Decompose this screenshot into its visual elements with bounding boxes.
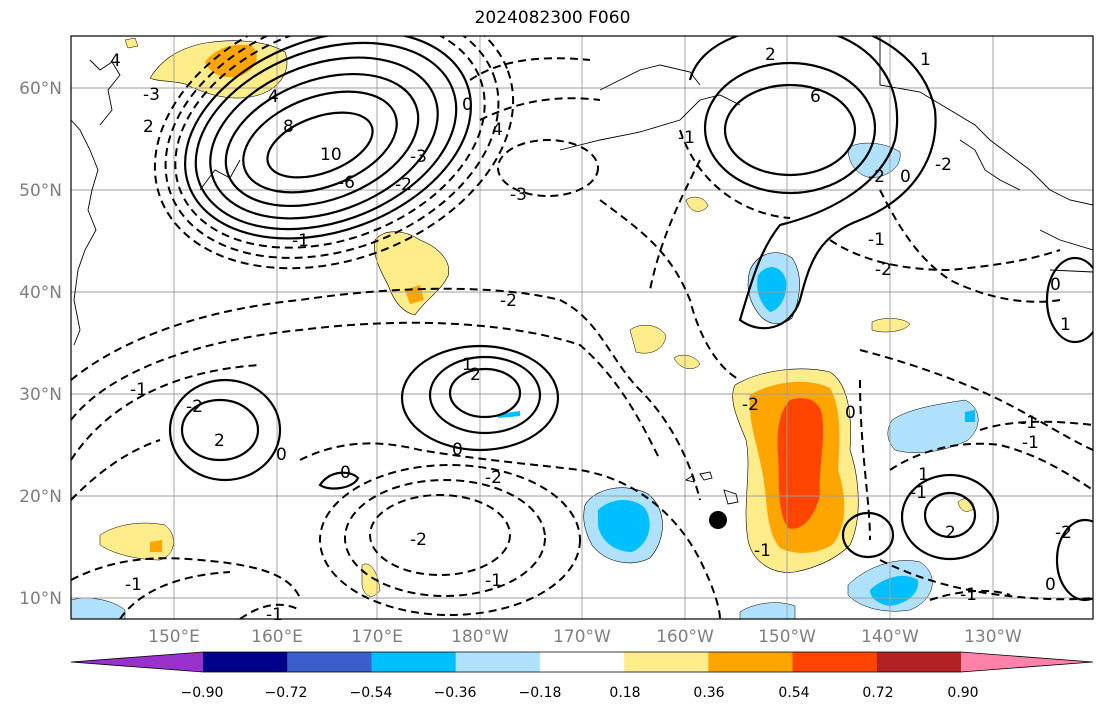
contour-label: -1 [754,541,771,561]
colorbar-segment [203,652,288,672]
contour-label: 4 [492,120,503,140]
colorbar-segment [371,652,457,672]
colorbar-tick-label: −0.54 [350,685,393,701]
lon-label: 160°W [656,627,714,647]
plot-frame [70,35,1094,620]
lon-label: 130°W [964,627,1022,647]
contour-label: 4 [268,87,279,107]
contour-label: -1 [868,230,885,250]
colorbar-tick-label: 0.72 [862,685,893,701]
latitude-labels: 10°N 20°N 30°N 40°N 50°N 60°N [19,79,62,609]
contour-label: 0 [452,440,463,460]
colorbar-outline [70,651,1094,673]
contour-label: 0 [1050,275,1061,295]
contour-label: -2 [395,175,412,195]
lat-label: 10°N [19,589,62,609]
contour-label: -2 [1055,523,1072,543]
contour-label: 0 [462,95,473,115]
contour-label: -1 [678,128,695,148]
contour-label: 0 [340,463,351,483]
contour-label: -3 [410,147,427,167]
graticule [71,36,1093,619]
contour-label: -6 [338,173,355,193]
colorbar-tick-labels: −0.90 −0.72 −0.54 −0.36 −0.18 0.18 0.36 … [181,685,979,701]
colorbar-segment [708,652,794,672]
contour-label: 1 [918,465,929,485]
lon-label: 160°E [251,627,303,647]
contour-label: -1 [1020,413,1037,433]
lon-label: 150°E [148,627,200,647]
colorbar-segment [792,652,878,672]
contour-label: 2 [945,523,956,543]
contour-label: -1 [1022,433,1039,453]
lat-label: 40°N [19,283,62,303]
colorbar-segment [876,652,962,672]
lon-label: 170°W [553,627,611,647]
colorbar-segment [539,652,625,672]
colorbar-tick-label: −0.36 [434,685,477,701]
contour-label: 2 [765,45,776,65]
contour-label: -1 [910,483,927,503]
contour-label: -2 [742,395,759,415]
contour-label: 10 [320,145,342,165]
longitude-labels: 150°E 160°E 170°E 180°W 170°W 160°W 150°… [148,627,1022,647]
contour-lines [71,36,1093,619]
colorbar-segment [287,652,372,672]
colorbar-tick-label: −0.18 [519,685,562,701]
colorbar-segment [455,652,541,672]
contour-label: -1 [266,605,283,625]
colorbar-tick-label: 0.54 [778,685,809,701]
contour-label: 4 [110,51,121,71]
colorbar-tick-label: 0.18 [609,685,640,701]
lon-label: 150°W [758,627,816,647]
contour-label: 0 [900,167,911,187]
storm-center-marker [709,511,727,529]
colorbar-segment [961,652,1093,672]
lat-label: 50°N [19,181,62,201]
contour-label: -1 [485,571,502,591]
contour-label: -1 [130,380,147,400]
contour-label: -3 [143,85,160,105]
contour-label-layer: 4 -3 2 8 10 -6 4 -3 -2 0 -1 -1 2 -2 0 -1… [110,45,1072,625]
lat-label: 20°N [19,487,62,507]
contour-label: -1 [292,231,309,251]
contour-label: 2 [143,117,154,137]
contour-label: -2 [485,468,502,488]
colorbar-tick-label: −0.90 [181,685,224,701]
contour-label: 0 [276,445,287,465]
colorbar-tick-label: −0.72 [265,685,308,701]
lat-label: 30°N [19,385,62,405]
contour-label: -2 [875,260,892,280]
contour-label: 2 [214,431,225,451]
lon-label: 180°W [451,627,509,647]
contour-label: 0 [845,403,856,423]
contour-label: -2 [868,167,885,187]
contour-label: -2 [935,155,952,175]
lon-label: 140°W [861,627,919,647]
colorbar-tick-label: 0.90 [947,685,978,701]
colorbar [70,651,1094,673]
shading-layer [71,37,979,619]
lon-label: 170°E [351,627,403,647]
contour-label: 1 [920,50,931,70]
colorbar-segment [71,652,203,672]
contour-label: -2 [410,530,427,550]
lat-label: 60°N [19,79,62,99]
contour-label: -3 [510,185,527,205]
colorbar-segment [624,652,709,672]
contour-label: 8 [283,117,294,137]
coastlines [71,36,1093,529]
contour-label: -2 [186,397,203,417]
map-title: 2024082300 F060 [474,8,631,28]
contour-label: 6 [810,87,821,107]
contour-label: 1 [462,355,473,375]
contour-label: -1 [125,575,142,595]
contour-label: -2 [500,291,517,311]
contour-label: 2 [470,365,481,385]
contour-label: 1 [1060,315,1071,335]
contour-label: 0 [1045,575,1056,595]
colorbar-tick-label: 0.36 [693,685,724,701]
contour-label: -1 [960,585,977,605]
